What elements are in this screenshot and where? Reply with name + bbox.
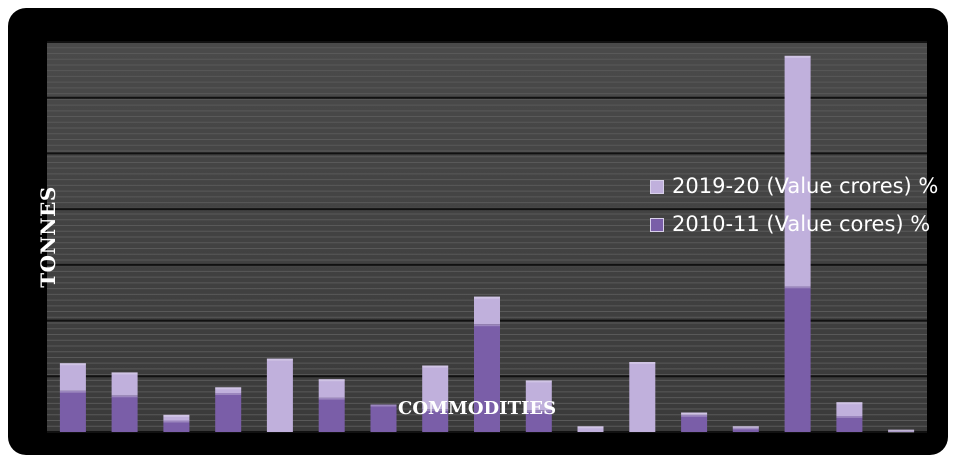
bar-cap-series-0-cat-7 — [422, 409, 449, 412]
bar-cap-series-0-cat-3 — [215, 393, 242, 395]
bar-cap-series-1-cat-5 — [318, 379, 345, 382]
bar-segment-series-0-cat-14 — [784, 286, 811, 432]
bar-cap-series-0-cat-9 — [525, 410, 552, 413]
legend-swatch-2019-20 — [650, 180, 664, 194]
bar-segment-series-1-cat-10 — [577, 426, 604, 432]
y-axis-label: TONNES — [36, 186, 60, 288]
x-axis-label: COMMODITIES — [398, 398, 557, 419]
bar-segment-series-0-cat-6 — [370, 404, 397, 432]
bar-segment-series-0-cat-7 — [422, 409, 449, 432]
bar-cap-series-1-cat-14 — [784, 55, 811, 58]
bar-segment-series-1-cat-2 — [163, 414, 190, 421]
bar-cap-series-1-cat-1 — [111, 372, 138, 375]
legend-label-2019-20: 2019-20 (Value crores) % — [672, 174, 939, 198]
bar-cap-series-0-cat-15 — [836, 415, 863, 418]
bar-cap-series-1-cat-16 — [888, 429, 915, 432]
bar-segment-series-1-cat-5 — [318, 379, 345, 398]
bar-cap-series-1-cat-15 — [836, 402, 863, 405]
bar-series — [59, 55, 915, 433]
bar-segment-series-1-cat-16 — [888, 429, 915, 431]
bar-cap-series-1-cat-10 — [577, 426, 604, 429]
bar-segment-series-0-cat-16 — [888, 430, 915, 432]
bar-cap-series-0-cat-14 — [784, 286, 811, 289]
bar-cap-series-1-cat-8 — [474, 296, 500, 299]
bar-segment-series-0-cat-5 — [318, 397, 345, 432]
bar-segment-series-1-cat-4 — [266, 358, 293, 432]
bar-cap-series-1-cat-9 — [525, 380, 552, 383]
bar-cap-series-0-cat-16 — [888, 430, 915, 433]
bar-segment-series-1-cat-15 — [836, 402, 863, 416]
bar-segment-series-1-cat-11 — [629, 362, 656, 432]
bar-segment-series-1-cat-7 — [422, 365, 449, 410]
bar-cap-series-0-cat-0 — [59, 390, 86, 393]
bar-segment-series-1-cat-13 — [732, 426, 759, 428]
legend-item-2010-11: 2010-11 (Value cores) % — [648, 210, 948, 238]
bar-cap-series-0-cat-13 — [732, 427, 759, 430]
bar-segment-series-0-cat-9 — [525, 410, 552, 432]
bar-cap-series-1-cat-12 — [681, 412, 708, 415]
bar-cap-series-1-cat-7 — [422, 365, 449, 368]
bar-segment-series-1-cat-0 — [59, 363, 86, 391]
bar-cap-series-0-cat-8 — [474, 324, 500, 327]
bar-segment-series-0-cat-0 — [59, 390, 86, 432]
bar-cap-series-0-cat-2 — [163, 420, 190, 423]
bar-cap-series-0-cat-5 — [318, 397, 345, 400]
bar-segment-series-0-cat-12 — [681, 414, 708, 432]
legend-item-2019-20: 2019-20 (Value crores) % — [648, 172, 948, 200]
bar-segment-series-1-cat-1 — [111, 372, 138, 396]
bar-segment-series-1-cat-3 — [215, 387, 242, 393]
bar-segment-series-1-cat-8 — [474, 296, 500, 325]
bar-cap-series-0-cat-1 — [111, 395, 138, 398]
bar-segment-series-0-cat-1 — [111, 395, 138, 432]
bar-segment-series-0-cat-8 — [474, 324, 500, 432]
legend: 2019-20 (Value crores) % 2010-11 (Value … — [648, 172, 948, 248]
bar-segment-series-0-cat-15 — [836, 415, 863, 432]
bar-segment-series-0-cat-2 — [163, 420, 190, 432]
bar-cap-series-1-cat-0 — [59, 363, 86, 366]
bar-cap-series-1-cat-13 — [732, 426, 759, 429]
bar-cap-series-1-cat-2 — [163, 414, 190, 417]
bar-cap-series-0-cat-12 — [681, 414, 708, 417]
bar-segment-series-0-cat-13 — [732, 427, 759, 432]
bar-cap-series-1-cat-11 — [629, 362, 656, 364]
legend-swatch-2010-11 — [650, 218, 664, 232]
legend-label-2010-11: 2010-11 (Value cores) % — [672, 212, 931, 236]
bar-segment-series-1-cat-12 — [681, 412, 708, 415]
bar-cap-series-1-cat-4 — [266, 358, 293, 361]
bar-segment-series-1-cat-14 — [784, 55, 811, 287]
bar-segment-series-1-cat-9 — [525, 380, 552, 411]
bar-segment-series-0-cat-3 — [215, 393, 242, 432]
major-gridlines — [47, 41, 927, 433]
bar-cap-series-1-cat-3 — [215, 387, 242, 390]
bar-cap-series-0-cat-6 — [370, 404, 397, 407]
